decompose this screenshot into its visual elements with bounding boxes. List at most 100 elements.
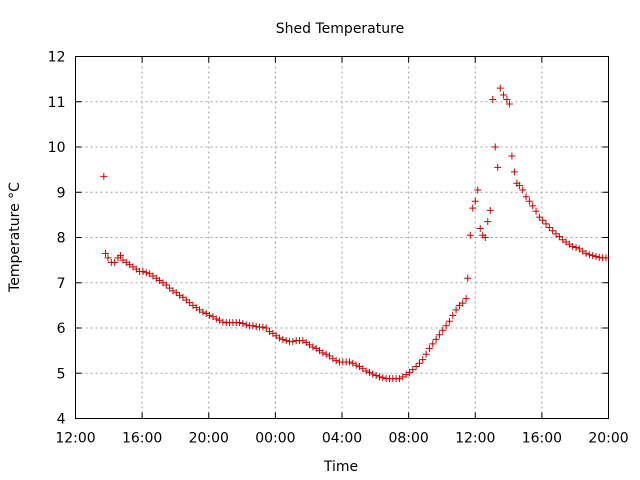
data-point [379, 374, 387, 382]
data-point [555, 233, 563, 241]
data-point [442, 322, 450, 330]
x-tick-label: 04:00 [322, 431, 362, 447]
data-point [309, 343, 317, 351]
data-point [319, 349, 327, 357]
data-point [474, 186, 482, 194]
data-point [299, 337, 307, 345]
data-point [422, 350, 430, 358]
data-point [429, 340, 437, 348]
data-point [279, 335, 287, 343]
data-point [100, 172, 108, 180]
y-tick-label: 12 [48, 50, 66, 66]
data-point [101, 249, 109, 257]
data-point [589, 252, 597, 260]
data-point [491, 143, 499, 151]
data-point [412, 362, 420, 370]
data-points [100, 84, 610, 383]
x-tick-label: 20:00 [588, 431, 628, 447]
data-point [529, 202, 537, 210]
data-point [505, 100, 513, 108]
data-point [395, 375, 403, 383]
data-point [545, 224, 553, 232]
data-point [525, 197, 533, 205]
data-point [462, 295, 470, 303]
data-point [276, 334, 284, 342]
y-axis-ticks: 4 5 6 7 8 9 10 11 12 [48, 50, 609, 428]
x-axis-label: Time [323, 459, 358, 475]
data-point [469, 204, 477, 212]
data-point [494, 163, 502, 171]
data-point [176, 291, 184, 299]
data-point [486, 206, 494, 214]
data-point [262, 324, 270, 332]
data-point [476, 224, 484, 232]
data-point [236, 319, 244, 327]
data-point [266, 328, 274, 336]
data-point [365, 368, 373, 376]
data-point [484, 218, 492, 226]
data-point [212, 315, 220, 323]
data-point [139, 267, 147, 275]
data-point [419, 356, 427, 364]
data-point [522, 193, 530, 201]
data-point [362, 367, 370, 375]
data-point [249, 322, 257, 330]
data-point [459, 299, 467, 307]
data-point [500, 91, 508, 99]
data-point [162, 281, 170, 289]
data-point [111, 258, 119, 266]
data-point [510, 168, 518, 176]
data-point [332, 357, 340, 365]
data-point [508, 152, 516, 160]
data-point [352, 361, 360, 369]
data-point [432, 335, 440, 343]
data-point [439, 326, 447, 334]
data-point [496, 84, 504, 92]
data-point [202, 310, 210, 318]
data-point [425, 344, 433, 352]
data-point [375, 373, 383, 381]
data-point [445, 317, 453, 325]
data-point [142, 269, 150, 277]
x-tick-label: 12:00 [55, 431, 95, 447]
x-tick-label: 16:00 [122, 431, 162, 447]
data-point [549, 227, 557, 235]
y-tick-label: 6 [57, 321, 66, 337]
data-point [532, 207, 540, 215]
x-tick-label: 20:00 [189, 431, 229, 447]
x-axis-ticks: 12:00 16:00 20:00 00:00 04:00 08:00 12:00 16:00… [55, 56, 629, 447]
data-point [435, 331, 443, 339]
x-tick-label: 08:00 [388, 431, 428, 447]
x-tick-label: 00:00 [255, 431, 295, 447]
data-point [466, 231, 474, 239]
data-point [345, 358, 353, 366]
data-point [259, 323, 267, 331]
data-point [582, 249, 590, 257]
data-point [369, 370, 377, 378]
data-point [572, 243, 580, 251]
data-point [602, 254, 610, 262]
data-point [471, 197, 479, 205]
data-point [206, 311, 214, 319]
data-point [282, 337, 290, 345]
data-point [329, 355, 337, 363]
data-point [322, 350, 330, 358]
plot-frame [75, 56, 609, 419]
y-tick-label: 11 [48, 95, 66, 111]
data-point [104, 254, 112, 262]
y-tick-label: 4 [57, 412, 66, 428]
data-point [542, 220, 550, 228]
x-tick-label: 12:00 [455, 431, 495, 447]
data-point [216, 316, 224, 324]
chart-title: Shed Temperature [276, 21, 404, 37]
data-point [539, 216, 547, 224]
data-point [592, 253, 600, 261]
data-point [409, 366, 417, 374]
data-point [372, 372, 380, 380]
data-point [349, 359, 357, 367]
y-tick-label: 10 [48, 140, 66, 156]
data-point [116, 252, 124, 260]
data-point [464, 274, 472, 282]
data-point [585, 251, 593, 259]
